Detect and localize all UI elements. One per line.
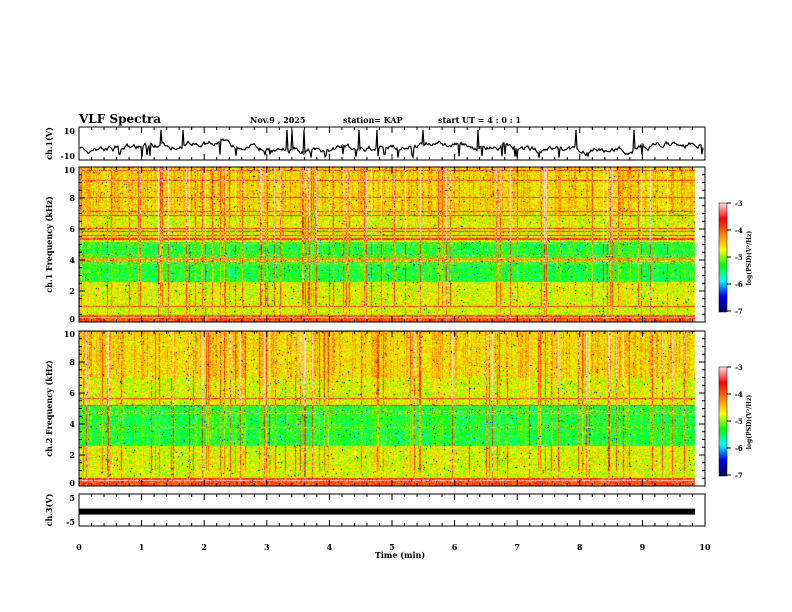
y-axis-label: ch.3(V): [44, 493, 54, 526]
y-tick-label: 10: [64, 165, 76, 175]
x-tick-label: 8: [577, 542, 583, 552]
y-tick-label: 10: [64, 126, 76, 136]
colorbar-tick-label: -5: [735, 253, 743, 262]
colorbar-tick-label: -7: [735, 307, 743, 316]
x-tick-label: 4: [327, 542, 333, 552]
colorbar-1: [719, 203, 727, 312]
y-tick-label: 4: [69, 255, 75, 265]
x-tick-label: 0: [76, 542, 82, 552]
y-tick-label: 10: [64, 329, 76, 339]
panel-frame-ch1-spectrogram: [78, 166, 706, 323]
y-tick-label: 6: [69, 224, 75, 234]
y-axis-label: ch.1(V): [44, 127, 54, 160]
colorbar-frame: [718, 202, 728, 313]
ch2-spectrogram: [79, 331, 705, 486]
colorbar-tick-label: -4: [735, 226, 743, 235]
station-label: station= KAP: [343, 115, 403, 125]
colorbar-tick-label: -7: [735, 471, 743, 480]
x-tick-label: 6: [452, 542, 458, 552]
colorbar-tick-label: -6: [735, 280, 743, 289]
figure-title: VLF Spectra: [78, 112, 161, 126]
y-tick-label: 4: [69, 419, 75, 429]
colorbar-tick-label: -4: [735, 390, 743, 399]
colorbar-tick-label: -6: [735, 444, 743, 453]
y-axis-label: ch.2 Frequency (kHz): [44, 360, 54, 457]
x-tick-label: 5: [389, 542, 395, 552]
y-axis-label: ch.1 Frequency (kHz): [44, 196, 54, 293]
y-tick-label: -10: [61, 151, 76, 161]
y-tick-label: 0: [69, 314, 75, 324]
colorbar-tick-label: -3: [735, 363, 743, 372]
colorbar-frame: [718, 366, 728, 477]
colorbar-label: log(PSD)(V²/Hz): [746, 231, 753, 286]
y-tick-label: 2: [69, 286, 75, 296]
y-tick-label: 8: [69, 357, 75, 367]
x-tick-label: 2: [201, 542, 207, 552]
y-tick-label: 6: [69, 388, 75, 398]
x-tick-label: 3: [264, 542, 270, 552]
colorbar-2: [719, 367, 727, 476]
y-tick-label: 8: [69, 193, 75, 203]
x-axis-label: Time (min): [375, 550, 425, 560]
ch3-waveform-line: [79, 508, 695, 515]
colorbar-tick-label: -3: [735, 199, 743, 208]
ch1-spectrogram: [79, 167, 705, 322]
y-tick-label: -5: [66, 517, 75, 527]
x-tick-label: 9: [640, 542, 646, 552]
colorbar-label: log(PSD)(V²/Hz): [746, 395, 753, 450]
x-tick-label: 1: [139, 542, 145, 552]
start-ut-label: start UT = 4 : 0 : 1: [438, 115, 521, 125]
colorbar-tick-label: -5: [735, 417, 743, 426]
date-label: Nov.9 , 2025: [250, 115, 305, 125]
x-tick-label: 7: [514, 542, 520, 552]
panel-frame-ch2-spectrogram: [78, 330, 706, 487]
ch1-waveform-line: [79, 129, 704, 160]
y-tick-label: 0: [69, 478, 75, 488]
y-tick-label: 5: [69, 493, 75, 503]
x-tick-label: 10: [699, 542, 711, 552]
y-tick-label: 2: [69, 450, 75, 460]
